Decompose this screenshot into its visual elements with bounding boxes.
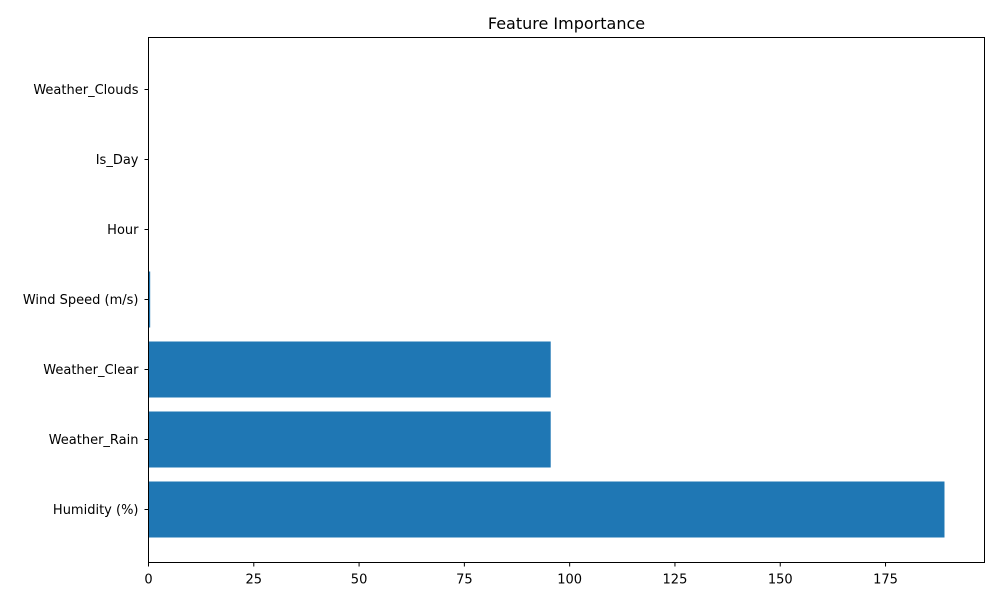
plot-frame	[148, 37, 985, 563]
x-tick-label: 50	[351, 573, 368, 588]
x-tick-labels: 0 25 50 75 100 125 150 175	[144, 562, 898, 588]
y-tick-labels: Humidity (%) Weather_Rain Weather_Clear Win…	[23, 83, 149, 518]
bar-humidity	[148, 481, 945, 538]
x-tick-label: 75	[456, 573, 473, 588]
x-tick-label: 25	[246, 573, 263, 588]
x-tick-label: 125	[663, 573, 688, 588]
y-tick-label: Hour	[107, 223, 139, 238]
x-tick-label: 100	[557, 573, 582, 588]
x-tick-label: 175	[873, 573, 898, 588]
x-tick-label: 0	[144, 573, 152, 588]
y-tick-label: Humidity (%)	[53, 503, 139, 518]
chart-title: Feature Importance	[488, 14, 645, 33]
y-tick-label: Wind Speed (m/s)	[23, 293, 139, 308]
y-tick-label: Weather_Clouds	[33, 83, 138, 98]
bars-layer	[148, 271, 945, 538]
bar-weather-clear	[148, 341, 551, 398]
y-tick-label: Weather_Rain	[49, 433, 139, 448]
y-tick-label: Is_Day	[96, 153, 139, 168]
y-tick-label: Weather_Clear	[43, 363, 139, 378]
x-tick-label: 150	[768, 573, 793, 588]
bar-weather-rain	[148, 411, 551, 468]
bar-wind-speed-m-s	[148, 271, 151, 328]
